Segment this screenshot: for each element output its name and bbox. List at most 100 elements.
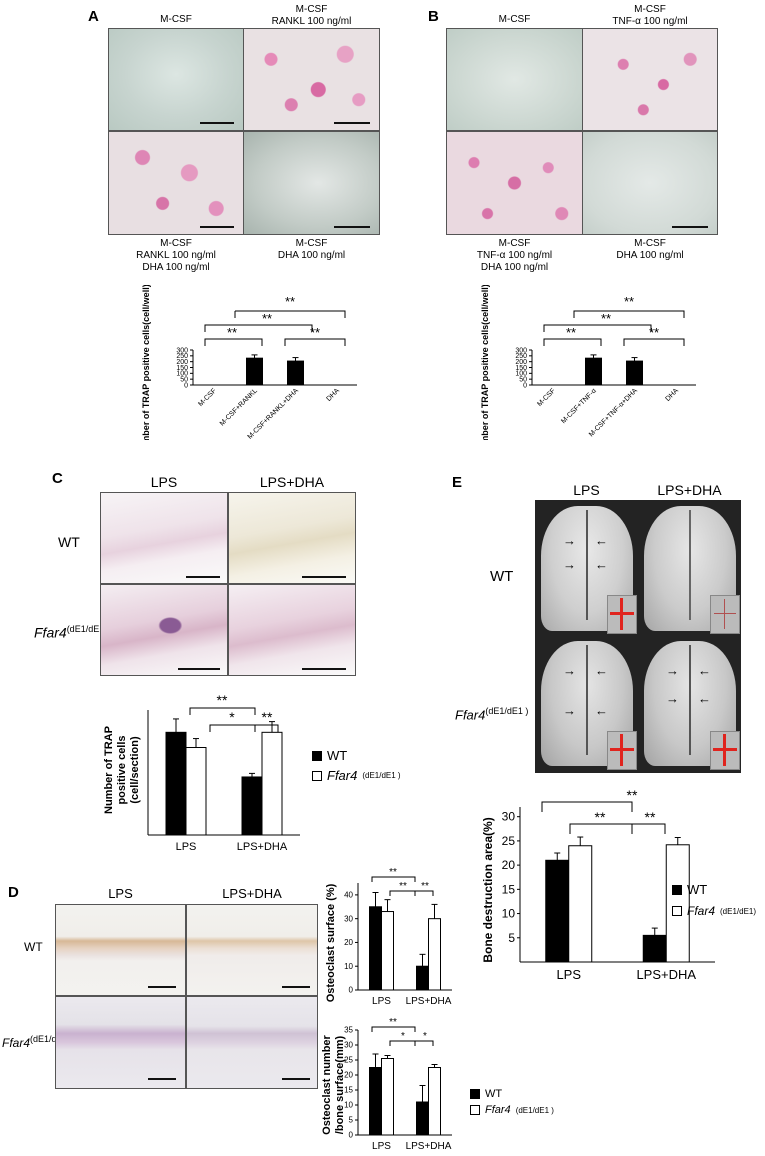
y-tick-label: 15 <box>502 882 516 896</box>
panel-label-a: A <box>88 8 99 25</box>
row-label-wt: WT <box>58 534 80 550</box>
chart-c-significance <box>189 707 279 732</box>
sig-bracket <box>204 338 263 346</box>
bar <box>428 918 441 991</box>
bar <box>626 360 643 386</box>
arrow-icon: ← <box>595 703 608 718</box>
scale-bar <box>178 668 220 670</box>
inset-overlay <box>710 731 740 770</box>
y-tick-label: 5 <box>349 1116 354 1125</box>
sig-mark: ** <box>421 881 429 892</box>
genotype-sup: (dE1/dE1 ) <box>30 1034 74 1044</box>
sig-bracket <box>631 823 666 834</box>
chart-d-1: Osteoclast surface (%) 0 10 20 30 40 LPS LPS+D… <box>325 867 452 1007</box>
bar <box>246 357 263 386</box>
sig-bracket <box>189 707 256 715</box>
legend-swatch-open <box>672 906 682 916</box>
y-tick-label: 250 <box>515 353 527 360</box>
panel-label-c: C <box>52 470 63 487</box>
scale-bar <box>200 226 234 228</box>
suture-line <box>689 510 691 620</box>
category-label: LPS+DHA <box>406 1141 452 1152</box>
caption-a-tl: M-CSF <box>160 14 192 25</box>
bar <box>568 845 593 963</box>
micrograph-b-tnf <box>582 28 718 131</box>
y-tick-label: 30 <box>502 810 516 824</box>
bar <box>241 776 263 836</box>
y-tick-label: 40 <box>344 891 353 900</box>
row-label-wt: WT <box>490 568 514 585</box>
sig-bracket <box>623 338 685 346</box>
y-tick-label: 150 <box>515 365 527 372</box>
scale-bar <box>282 986 310 988</box>
sig-bracket <box>254 724 279 732</box>
bar <box>369 906 382 991</box>
y-tick-label: 10 <box>344 962 353 971</box>
arrow-icon: → <box>563 703 576 718</box>
genotype-sup: (dE1/dE1) <box>720 906 757 916</box>
chart-e-ylabel: Bone destruction area(%) <box>481 817 495 962</box>
scale-bar <box>282 1078 310 1080</box>
scale-bar <box>148 1078 176 1080</box>
genotype-sup: (dE1/dE1 ) <box>485 706 529 716</box>
y-tick-label: 20 <box>502 858 516 872</box>
section-c-wt-lps <box>100 492 228 584</box>
category-label: LPS+DHA <box>406 996 452 1007</box>
genotype-sup: (dE1/dE1 ) <box>362 771 401 780</box>
sig-mark: ** <box>262 311 272 326</box>
y-tick-label: 200 <box>176 359 188 366</box>
bar <box>261 731 283 836</box>
sig-bracket <box>541 801 633 812</box>
legend-swatch-filled <box>672 884 682 895</box>
y-tick-label: 25 <box>344 1056 353 1065</box>
panel-label-b: B <box>428 8 439 25</box>
y-tick-label: 250 <box>176 353 188 360</box>
col-header-lps-dha: LPS+DHA <box>657 482 722 498</box>
caption-b-tr: M-CSF TNF-α 100 ng/ml <box>612 4 688 27</box>
y-tick-label: 35 <box>344 1026 353 1035</box>
legend-label: WT <box>687 882 708 897</box>
y-tick-label: 20 <box>344 1071 353 1080</box>
scale-bar <box>200 122 234 124</box>
caption-b-tl: M-CSF <box>498 14 531 25</box>
caption-b-br: M-CSF DHA 100 ng/ml <box>616 238 684 261</box>
arrow-icon: → <box>563 557 576 572</box>
col-header-lps-dha: LPS+DHA <box>259 474 325 490</box>
gene-name: Ffar4 <box>455 707 486 723</box>
y-tick-label: 20 <box>344 938 353 947</box>
y-tick-label: 10 <box>502 907 516 921</box>
category-label: M-CSF+TNF-α <box>560 387 598 425</box>
ylabel-line: positive cells <box>116 735 128 804</box>
section-c-wt-lps-dha <box>228 492 356 584</box>
section-c-ffar4-lps-dha <box>228 584 356 676</box>
sig-mark: * <box>423 1031 427 1042</box>
chart-b-ylabel: Number of TRAP positive cells(cell/well) <box>480 285 490 440</box>
chart-d-2: Osteoclast number /bone surface(mm) 0 5 10… <box>321 1017 452 1152</box>
sig-bracket <box>543 338 602 346</box>
y-tick-label: 200 <box>515 359 527 366</box>
section-d-ffar4-lps <box>55 996 186 1089</box>
legend-d-wt: WT <box>470 1088 502 1100</box>
category-label: LPS+DHA <box>636 967 696 982</box>
chart-a: Number of TRAP positive cells(cell/well)… <box>141 285 357 440</box>
y-tick-label: 0 <box>523 382 527 389</box>
chart-e: Bone destruction area(%) 5 10 15 20 25 30 LPS L… <box>481 787 715 982</box>
sig-mark: ** <box>624 294 634 309</box>
row-label-ffar4: Ffar4(dE1/dE1 ) <box>2 1034 73 1050</box>
suture-line <box>586 645 588 755</box>
legend-label: Ffar4 <box>687 904 716 918</box>
sig-mark: ** <box>601 311 611 326</box>
chart-d1-significance <box>371 876 434 896</box>
sig-mark: * <box>401 1031 405 1042</box>
bar <box>416 965 429 991</box>
micrograph-b-mcsf <box>446 28 583 131</box>
arrow-icon: → <box>666 691 679 706</box>
sig-mark: ** <box>566 325 576 340</box>
destruction-mark <box>610 612 634 615</box>
caption-a-tr: M-CSF RANKL 100 ng/ml <box>271 4 352 27</box>
sig-mark: ** <box>389 1017 397 1028</box>
category-label: M-CSF <box>197 387 218 408</box>
y-tick-label: 5 <box>508 931 515 945</box>
chart-c-plot: LPS LPS+DHA <box>147 710 300 853</box>
arrow-icon: ← <box>595 557 608 572</box>
